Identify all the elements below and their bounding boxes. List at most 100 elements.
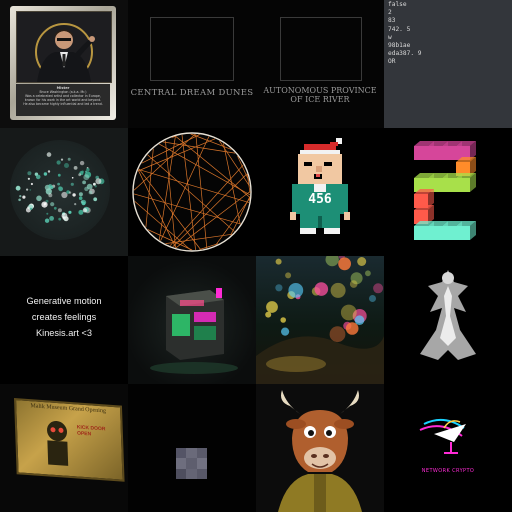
cube-face [442,146,456,160]
tile-card-mister[interactable]: Mister Bruce Washington (a.k.a. Mr.) Was… [0,0,128,128]
cube-number-art [384,128,512,256]
bokeh-light [281,328,289,336]
portrait-illustration [17,12,111,82]
tile-fractal-figure[interactable] [384,256,512,384]
dot [41,202,47,208]
tile-string-art[interactable] [128,128,256,256]
bokeh-light [326,256,339,266]
dot [93,197,97,201]
bull-art [256,384,384,512]
bokeh-light [280,317,286,323]
dot [81,200,86,205]
gold-plaque: Malik Museum Grand Opening KICK DOOR OPE… [14,398,125,482]
tile-cocktail-logo[interactable]: NETWORK CRYPTO [384,384,512,512]
dot [58,186,62,190]
dot [16,186,21,191]
tile-bokeh[interactable] [256,256,384,384]
cube-face [414,226,428,240]
tile-central-dream-dunes[interactable]: CENTRAL DREAM DUNES [128,0,256,128]
dot-circle-art [0,128,128,256]
dot [27,171,31,175]
text-line: OR [388,58,422,66]
dot [95,178,101,184]
text-line: Generative motion [0,293,128,309]
bokeh-light [331,283,346,298]
bokeh-art [256,256,384,384]
cube-face [428,146,442,160]
dot [30,189,32,191]
dot [64,163,69,168]
bokeh-light [350,280,358,288]
dot [36,175,41,180]
dot [89,191,93,195]
card-image [16,11,112,83]
map-frame [150,17,234,81]
cube-face [456,178,470,192]
bokeh-light [276,259,282,265]
dot [78,210,83,215]
dot [72,193,75,196]
dot [44,172,47,175]
bokeh-light [369,295,376,302]
card-caption: Mister Bruce Washington (a.k.a. Mr.) Was… [16,84,110,116]
dot [80,161,84,165]
pixel-square [176,448,207,479]
bokeh-light [346,322,359,335]
tile-pixel-character[interactable]: 456 [256,128,384,256]
bokeh-light [355,315,365,325]
string-art-circle [128,128,256,256]
dot [93,183,96,186]
text-line: eda387. 9 [388,50,422,58]
cube-face [442,178,456,192]
text-line: w [388,34,422,42]
cube-face [442,226,456,240]
dot [79,192,83,196]
dot [48,193,52,197]
bokeh-light [330,326,346,342]
text-lines: false 2 83 742. 5 w 98b1ae eda387. 9 OR [388,1,422,67]
text-line: Kinesis.art <3 [0,325,128,341]
text-line: 2 [388,9,422,17]
plaque-figure [16,408,118,475]
dot [19,195,21,197]
tile-gold-plaque[interactable]: Malik Museum Grand Opening KICK DOOR OPE… [0,384,128,512]
card-caption-line: He also became highly influential and le… [16,102,110,106]
dot [74,166,78,170]
bokeh-light [275,284,282,291]
dot [57,183,60,186]
dot [36,196,42,202]
tile-neon-shop[interactable] [128,256,256,384]
tile-text-data[interactable]: false 2 83 742. 5 w 98b1ae eda387. 9 OR [384,0,512,128]
dot [72,177,74,179]
tile-generative-text[interactable]: Generative motion creates feelings Kines… [0,256,128,384]
bokeh-light [265,312,271,318]
dot [30,208,32,210]
tile-dot-circle[interactable] [0,128,128,256]
bokeh-light [341,305,357,321]
dot [69,191,71,193]
bokeh-light [266,301,278,313]
dot [47,152,52,157]
dot [54,207,57,210]
logo-text: NETWORK CRYPTO [408,468,488,474]
text-line: 83 [388,17,422,25]
dot [58,174,61,177]
bokeh-light [315,282,329,296]
bokeh-light [357,257,366,266]
cocktail-logo-art [384,384,512,512]
tile-title: AUTONOMOUS PROVINCE OF ICE RIVER [256,86,384,104]
tile-autonomous-province[interactable]: AUTONOMOUS PROVINCE OF ICE RIVER [256,0,384,128]
tile-bull[interactable] [256,384,384,512]
jersey-number: 456 [292,192,348,207]
tile-title-line: AUTONOMOUS PROVINCE [256,86,384,95]
dot [64,216,69,221]
dot [68,211,71,214]
dot [79,196,83,200]
dot [71,183,74,186]
text-line: 742. 5 [388,26,422,34]
tile-cube-number[interactable] [384,128,512,256]
bokeh-light [373,283,383,293]
tile-pixel-square[interactable] [128,384,256,512]
plaque-side-text: KICK DOOR OPEN [77,424,111,438]
text-line: creates feelings [0,309,128,325]
